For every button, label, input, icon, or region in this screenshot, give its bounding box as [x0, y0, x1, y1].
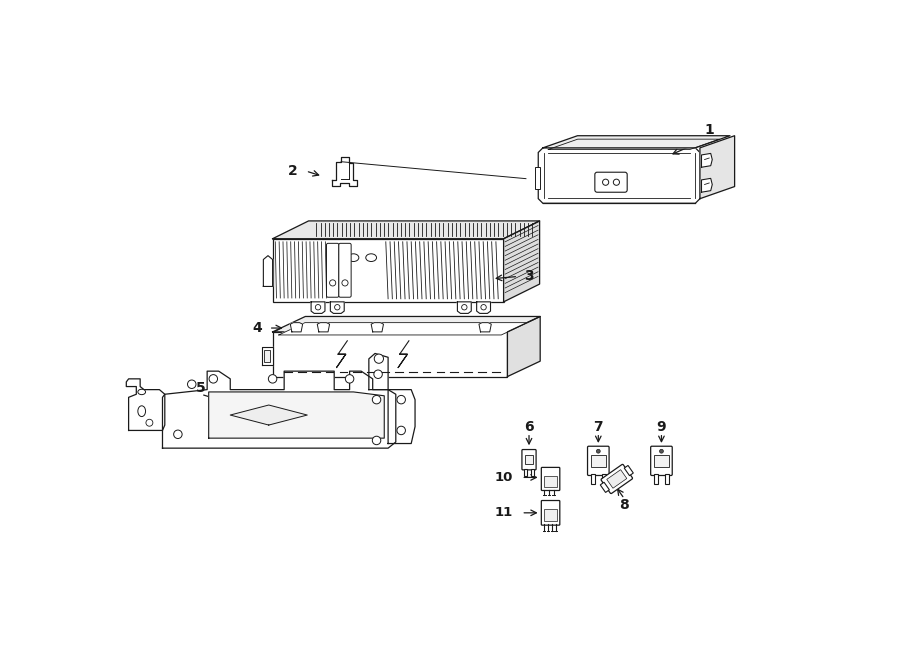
- Polygon shape: [457, 302, 472, 313]
- Circle shape: [373, 395, 381, 404]
- Polygon shape: [371, 323, 383, 332]
- Bar: [665, 475, 669, 484]
- FancyBboxPatch shape: [522, 449, 536, 470]
- Text: 8: 8: [619, 498, 629, 512]
- Bar: [591, 455, 606, 467]
- Polygon shape: [388, 389, 415, 444]
- Circle shape: [613, 179, 619, 185]
- Ellipse shape: [365, 254, 376, 262]
- Bar: [625, 465, 634, 476]
- Ellipse shape: [330, 254, 341, 262]
- Circle shape: [602, 179, 608, 185]
- Bar: [544, 508, 557, 522]
- Circle shape: [374, 370, 382, 379]
- Polygon shape: [264, 256, 273, 286]
- Polygon shape: [273, 221, 540, 239]
- Polygon shape: [318, 323, 329, 332]
- Polygon shape: [209, 392, 384, 438]
- Polygon shape: [311, 302, 325, 313]
- Polygon shape: [230, 405, 307, 425]
- Circle shape: [481, 305, 486, 310]
- Polygon shape: [330, 302, 344, 313]
- Polygon shape: [477, 302, 490, 313]
- Text: 11: 11: [494, 506, 513, 520]
- Polygon shape: [163, 371, 396, 448]
- Text: 1: 1: [705, 123, 714, 137]
- Text: 4: 4: [253, 321, 263, 335]
- Polygon shape: [504, 221, 540, 302]
- Circle shape: [597, 449, 600, 453]
- Circle shape: [146, 419, 153, 426]
- Bar: [602, 475, 606, 484]
- FancyBboxPatch shape: [541, 467, 560, 490]
- Polygon shape: [291, 323, 302, 332]
- FancyBboxPatch shape: [651, 446, 672, 475]
- Circle shape: [374, 354, 383, 364]
- Text: 10: 10: [494, 471, 513, 484]
- Polygon shape: [538, 148, 700, 204]
- FancyBboxPatch shape: [595, 173, 627, 192]
- Circle shape: [174, 430, 182, 438]
- Bar: [524, 469, 526, 476]
- Text: 2: 2: [288, 164, 298, 178]
- FancyBboxPatch shape: [601, 465, 633, 494]
- Polygon shape: [262, 347, 273, 365]
- Circle shape: [397, 395, 405, 404]
- FancyBboxPatch shape: [588, 446, 609, 475]
- Circle shape: [462, 305, 467, 310]
- Bar: [590, 475, 595, 484]
- Circle shape: [315, 305, 320, 310]
- Circle shape: [373, 436, 381, 445]
- Bar: [536, 167, 540, 190]
- Bar: [525, 455, 533, 464]
- Polygon shape: [279, 323, 527, 335]
- Ellipse shape: [348, 254, 359, 262]
- Ellipse shape: [138, 406, 146, 416]
- Polygon shape: [700, 136, 734, 199]
- Bar: [654, 455, 669, 467]
- Circle shape: [397, 426, 405, 435]
- Polygon shape: [543, 136, 730, 148]
- Bar: [273, 239, 504, 302]
- Bar: [607, 470, 626, 488]
- Ellipse shape: [138, 389, 146, 395]
- FancyBboxPatch shape: [541, 500, 560, 525]
- Text: 5: 5: [196, 381, 206, 395]
- Circle shape: [660, 449, 663, 453]
- FancyBboxPatch shape: [338, 243, 351, 297]
- Bar: [600, 483, 609, 492]
- Polygon shape: [126, 379, 165, 430]
- Text: 3: 3: [525, 270, 534, 284]
- Polygon shape: [273, 317, 540, 332]
- Circle shape: [268, 375, 277, 383]
- Bar: [653, 475, 658, 484]
- Bar: [544, 476, 557, 486]
- Text: 6: 6: [524, 420, 534, 434]
- Circle shape: [209, 375, 218, 383]
- Bar: [273, 332, 508, 377]
- Polygon shape: [701, 178, 712, 192]
- Circle shape: [342, 280, 348, 286]
- Circle shape: [335, 305, 340, 310]
- Circle shape: [329, 280, 336, 286]
- Polygon shape: [479, 323, 491, 332]
- Circle shape: [187, 380, 196, 389]
- FancyBboxPatch shape: [327, 243, 338, 297]
- Text: 9: 9: [657, 420, 666, 434]
- Text: 7: 7: [593, 420, 603, 434]
- Polygon shape: [701, 153, 712, 167]
- Circle shape: [346, 375, 354, 383]
- Bar: [531, 469, 535, 476]
- Bar: [264, 350, 270, 362]
- Polygon shape: [508, 317, 540, 377]
- Polygon shape: [332, 157, 356, 186]
- Polygon shape: [369, 354, 388, 389]
